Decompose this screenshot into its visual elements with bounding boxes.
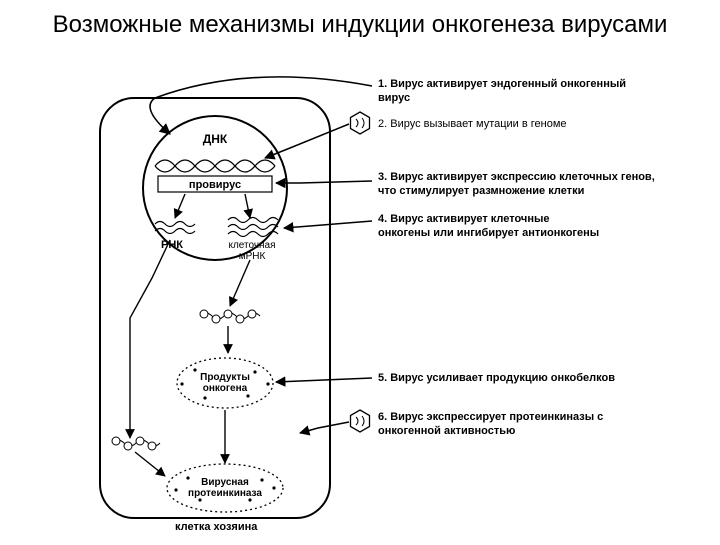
cell-label: клетка хозяина — [175, 521, 257, 533]
arrow-mrna-down — [230, 260, 250, 306]
diagram-svg: ДНК провирус РНК клеточная мРНК Продукты… — [0, 68, 720, 540]
host-cell — [100, 98, 330, 518]
label-provirus: провирус — [189, 179, 241, 191]
rnk-squiggle — [155, 222, 195, 234]
label-kinase2: протеинкиназа — [188, 488, 262, 499]
mech5-text: 5. Вирус усиливает продукцию онкобелков — [378, 372, 698, 386]
path-m4 — [284, 221, 372, 228]
virus-icon-6 — [351, 410, 370, 432]
arrow-rnk-down — [130, 240, 170, 438]
path-m1 — [150, 77, 372, 134]
label-dnk: ДНК — [203, 132, 228, 146]
mech3-text: 3. Вирус активирует экспрессию клеточных… — [378, 171, 708, 199]
mech6-text: 6. Вирус экспрессирует протеинкиназы сон… — [378, 411, 698, 439]
polysome-left — [112, 437, 160, 450]
path-m5 — [276, 378, 372, 382]
mech2-text: 2. Вирус вызывает мутации в геноме — [378, 118, 698, 132]
page-title: Возможные механизмы индукции онкогенеза … — [0, 0, 720, 40]
mech1-text: 1. Вирус активирует эндогенный онкогенны… — [378, 78, 698, 106]
polysome-center — [200, 310, 260, 323]
label-products1: Продукты — [200, 372, 250, 383]
path-m2 — [265, 124, 349, 158]
dna-helix — [155, 160, 275, 172]
arrow-provirus-to-mrna — [245, 194, 250, 218]
label-products2: онкогена — [203, 383, 248, 394]
label-mrna1: клеточная — [228, 240, 275, 251]
path-m6 — [300, 422, 349, 433]
label-mrna2: мРНК — [239, 251, 266, 262]
mech4-text: 4. Вирус активирует клеточныеонкогены ил… — [378, 213, 698, 241]
label-rnk: РНК — [161, 239, 183, 251]
arrow-to-kinase — [135, 452, 165, 476]
virus-icon-2 — [351, 112, 370, 134]
arrow-provirus-to-rnk — [175, 194, 185, 218]
path-m3 — [276, 181, 372, 183]
diagram: ДНК провирус РНК клеточная мРНК Продукты… — [0, 68, 720, 540]
label-kinase1: Вирусная — [201, 477, 249, 488]
